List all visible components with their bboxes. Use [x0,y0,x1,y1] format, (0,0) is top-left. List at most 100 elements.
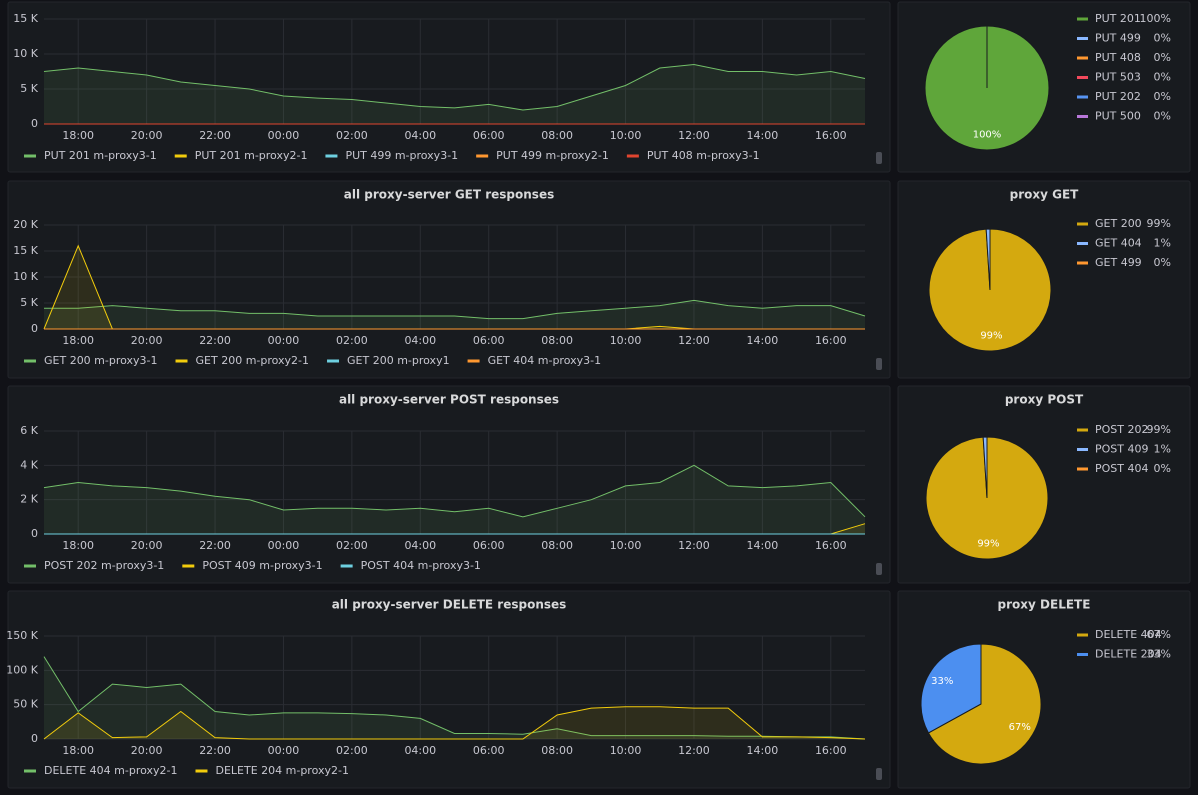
legend-value: 1% [1154,443,1171,456]
line [44,299,866,320]
x-tick-label: 04:00 [404,744,436,757]
legend-label: POST 404 [1095,462,1149,475]
legend-label: PUT 201 m-proxy2-1 [195,149,308,162]
y-tick-label: 10 K [13,47,38,60]
x-tick-label: 22:00 [199,129,231,142]
legend-label: PUT 201 m-proxy3-1 [44,149,157,162]
panel-title: all proxy-server DELETE responses [332,598,567,612]
panel [7,180,891,379]
y-tick-label: 150 K [6,629,38,642]
x-tick-label: 12:00 [678,744,710,757]
x-tick-label: 04:00 [404,539,436,552]
legend-value: 0% [1154,110,1171,123]
legend-label: POST 409 m-proxy3-1 [202,559,322,572]
legend-label: PUT 202 [1095,90,1141,103]
x-tick-label: 02:00 [336,129,368,142]
legend-label: GET 200 m-proxy2-1 [196,354,310,367]
x-tick-label: 20:00 [131,539,163,552]
x-tick-label: 08:00 [541,129,573,142]
legend-label: PUT 499 [1095,32,1141,45]
legend-label: POST 404 m-proxy3-1 [361,559,481,572]
scrollbar [876,358,882,370]
scrollbar [876,563,882,575]
legend-value: 67% [1147,628,1171,641]
slice-label: 100% [973,130,1002,141]
y-tick-label: 15 K [13,244,38,257]
pie-slice [927,643,1042,765]
y-tick-label: 100 K [6,663,38,676]
legend-label: PUT 499 m-proxy2-1 [496,149,609,162]
y-tick-label: 10 K [13,270,38,283]
legend-label: GET 499 [1095,256,1142,269]
legend-value: 33% [1147,648,1171,661]
x-tick-label: 22:00 [199,539,231,552]
panel-title: proxy POST [1005,393,1084,407]
area [44,64,865,124]
legend-value: 1% [1154,237,1171,250]
legend-label: GET 200 [1095,217,1142,230]
x-tick-label: 00:00 [268,744,300,757]
line [43,63,866,111]
x-tick-label: 14:00 [747,539,779,552]
x-tick-label: 20:00 [131,129,163,142]
slice-label: 67% [1009,722,1031,733]
x-tick-label: 04:00 [404,129,436,142]
line [43,656,866,740]
panel-title: all proxy-server POST responses [339,393,559,407]
legend-label: DELETE 204 [1095,648,1162,661]
x-tick-label: 08:00 [541,744,573,757]
y-tick-label: 0 [31,527,38,540]
area [44,465,865,534]
legend-value: 0% [1154,71,1171,84]
x-tick-label: 02:00 [336,334,368,347]
pie-slice [920,643,982,734]
legend-label: GET 200 m-proxy3-1 [44,354,158,367]
y-tick-label: 0 [31,117,38,130]
scrollbar [876,152,882,164]
y-tick-label: 6 K [20,424,38,437]
legend-value: 100% [1140,12,1171,25]
y-tick-label: 4 K [20,458,38,471]
x-tick-label: 00:00 [268,539,300,552]
x-tick-label: 10:00 [610,744,642,757]
y-tick-label: 5 K [20,82,38,95]
x-tick-label: 14:00 [747,744,779,757]
x-tick-label: 00:00 [268,334,300,347]
legend-value: 99% [1147,423,1171,436]
legend-label: PUT 408 [1095,51,1141,64]
scrollbar [876,768,882,780]
legend-label: DELETE 404 [1095,628,1162,641]
panel-title: proxy GET [1010,188,1080,202]
y-tick-label: 50 K [13,698,38,711]
legend-label: GET 200 m-proxy1 [347,354,450,367]
area [44,706,865,739]
legend-label: PUT 201 [1095,12,1141,25]
x-tick-label: 06:00 [473,539,505,552]
slice-label: 99% [977,539,999,550]
x-tick-label: 12:00 [678,129,710,142]
legend-value: 0% [1154,51,1171,64]
panel [7,385,891,584]
x-tick-label: 14:00 [747,334,779,347]
slice-label: 99% [980,331,1002,342]
legend-label: GET 404 [1095,237,1142,250]
panel [7,1,891,173]
x-tick-label: 06:00 [473,744,505,757]
x-tick-label: 00:00 [268,129,300,142]
legend-label: POST 202 [1095,423,1149,436]
x-tick-label: 18:00 [62,334,94,347]
y-tick-label: 0 [31,322,38,335]
legend-label: DELETE 404 m-proxy2-1 [44,764,177,777]
x-tick-label: 16:00 [815,539,847,552]
x-tick-label: 12:00 [678,334,710,347]
x-tick-label: 16:00 [815,744,847,757]
panel-title: proxy DELETE [998,598,1091,612]
x-tick-label: 16:00 [815,129,847,142]
y-tick-label: 15 K [13,12,38,25]
legend-value: 99% [1147,217,1171,230]
panel-title: all proxy-server GET responses [344,188,554,202]
legend-value: 0% [1154,462,1171,475]
legend-label: PUT 408 m-proxy3-1 [647,149,760,162]
slice-label: 33% [931,676,953,687]
